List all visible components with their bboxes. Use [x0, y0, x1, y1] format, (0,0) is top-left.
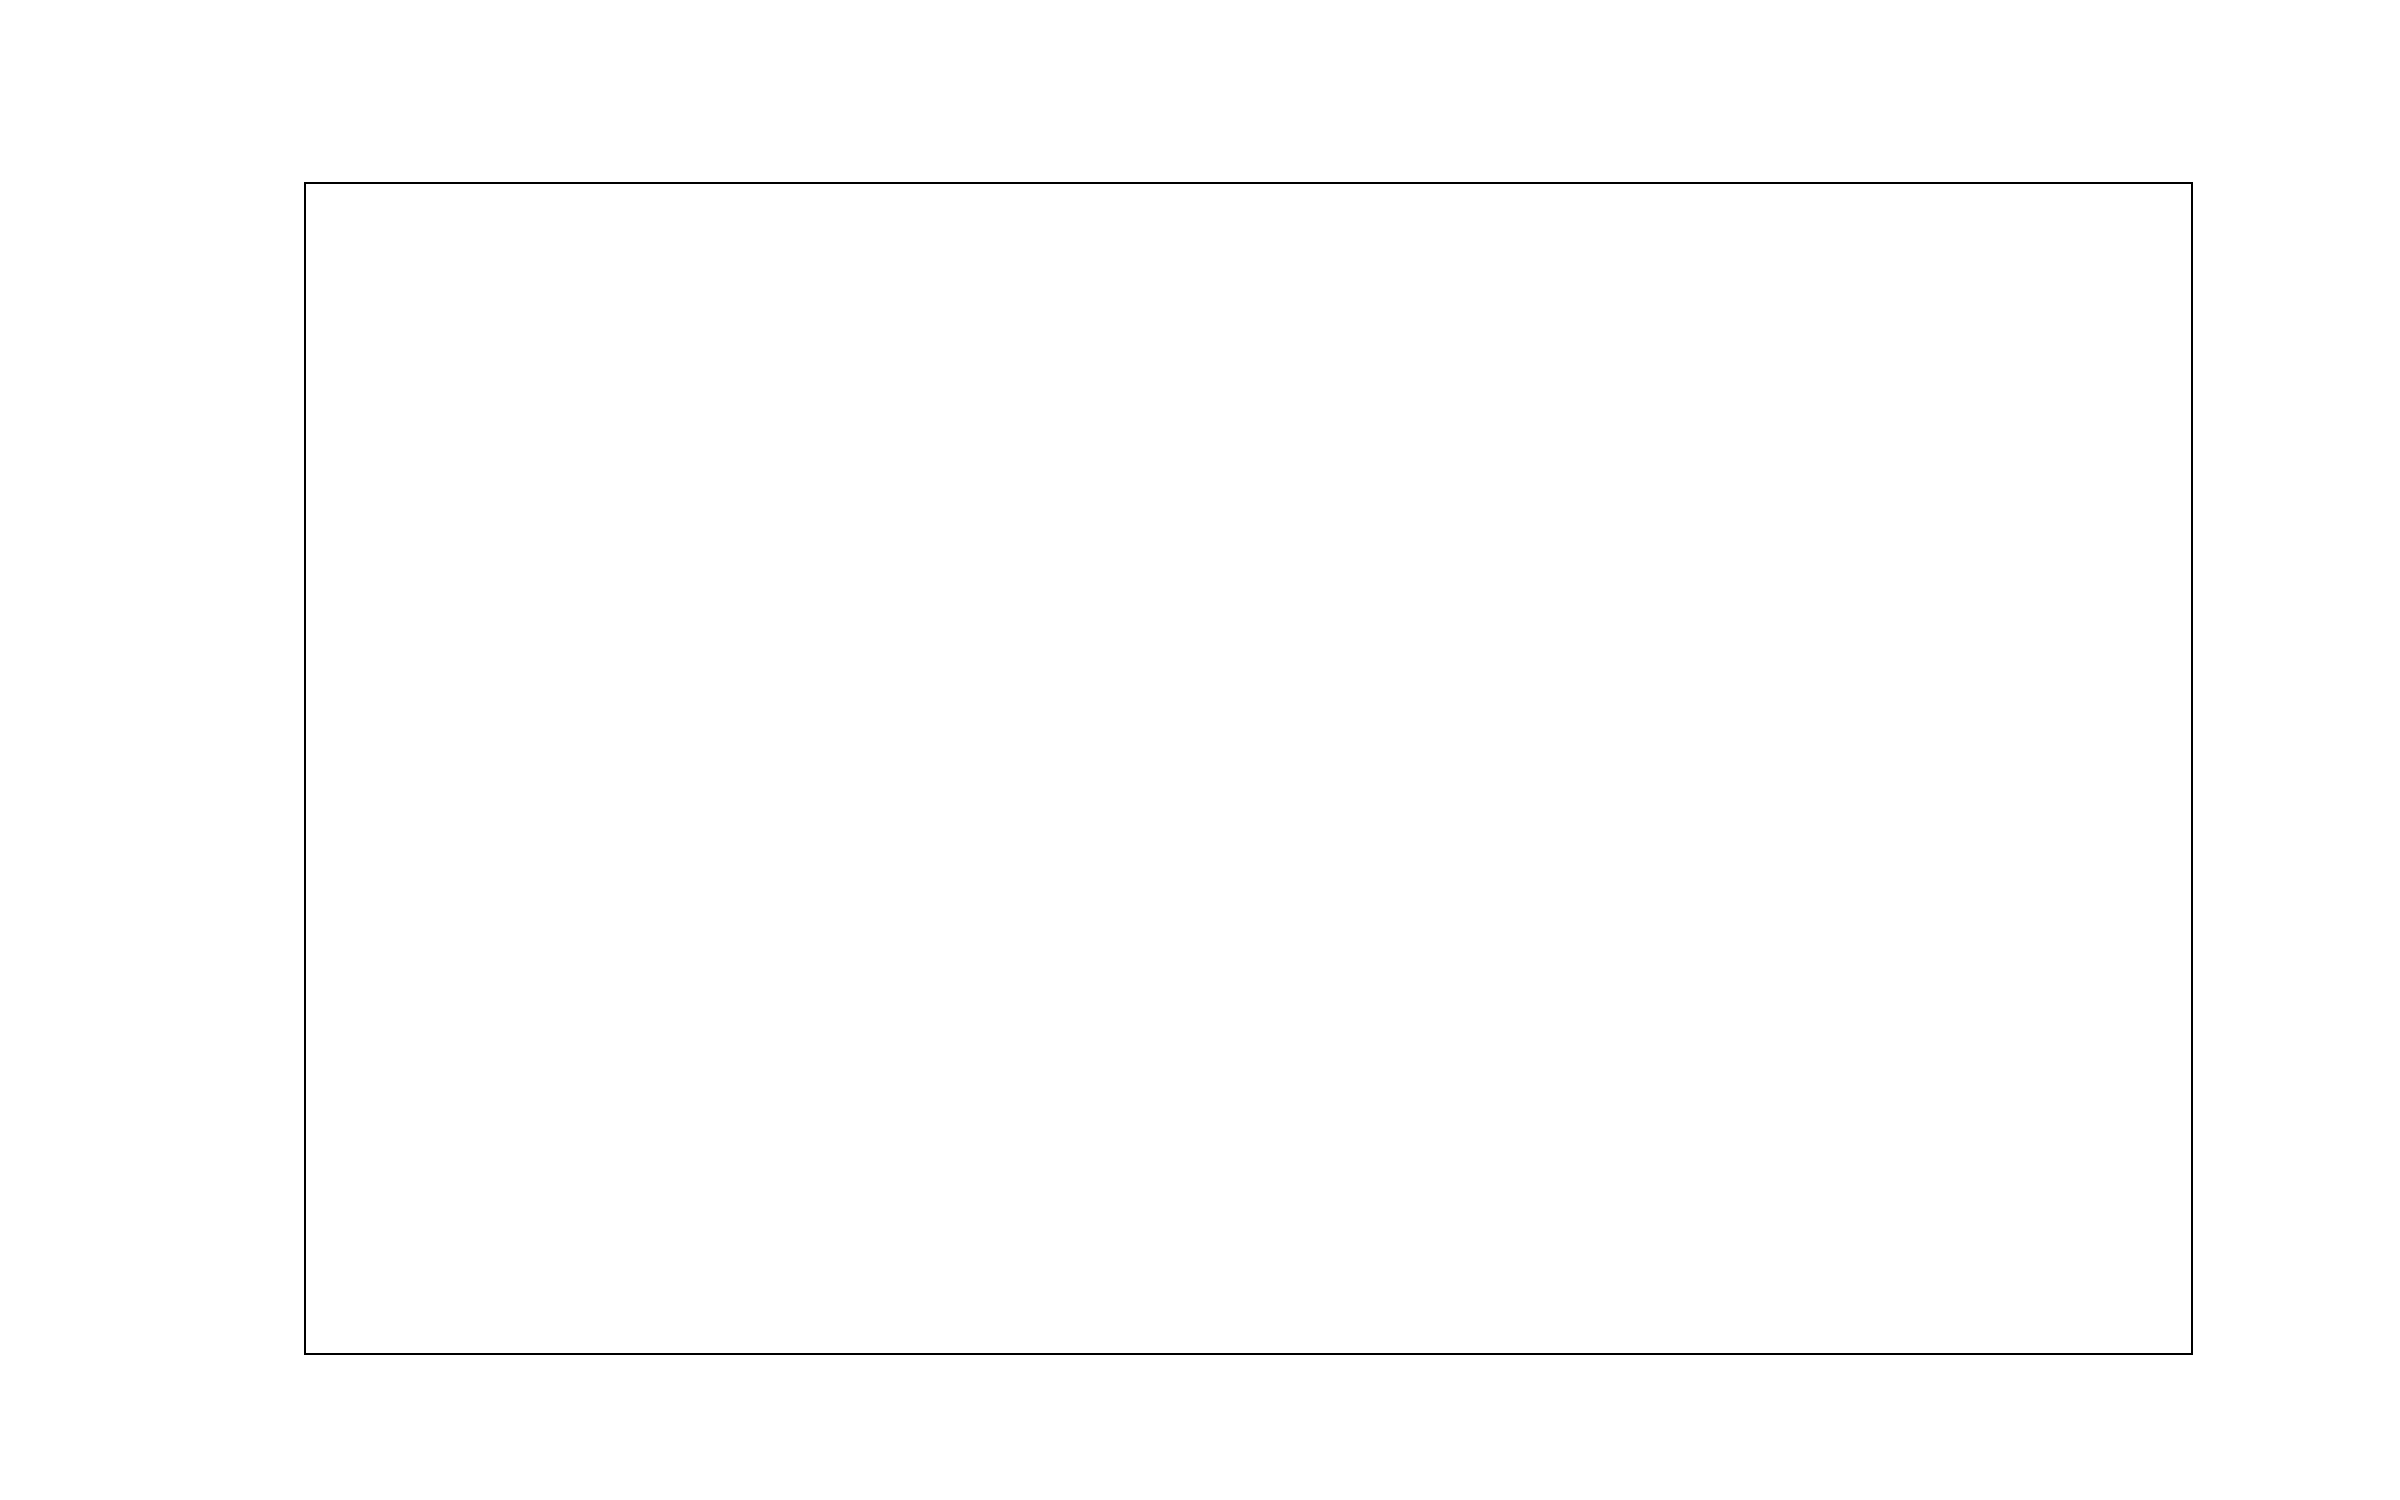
axes-frame: [304, 182, 2193, 1355]
